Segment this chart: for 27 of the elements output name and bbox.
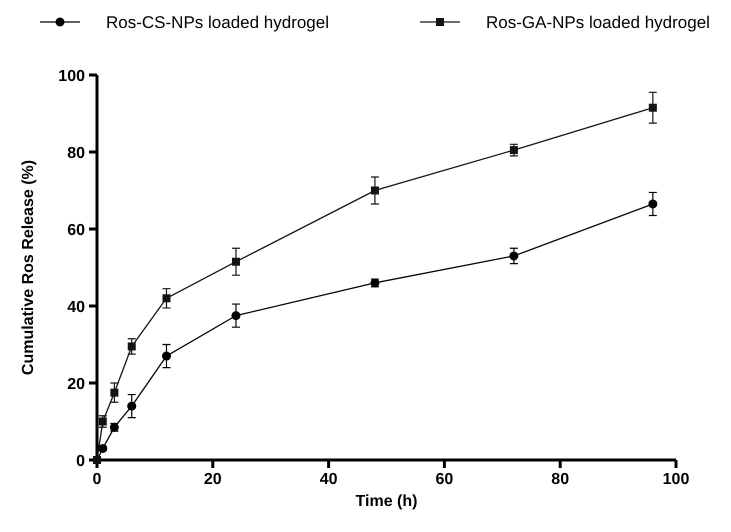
x-tick-label: 0 — [92, 471, 102, 488]
point — [110, 388, 118, 397]
y-tick-label: 40 — [67, 299, 86, 316]
y-tick-label: 20 — [67, 376, 86, 393]
x-axis-title: Time (h) — [356, 493, 418, 510]
point — [127, 402, 136, 411]
point — [648, 199, 658, 208]
y-axis-title: Cumulative Ros Release (%) — [20, 160, 37, 376]
point — [370, 186, 379, 194]
point — [232, 258, 240, 266]
x-tick-label: 60 — [436, 471, 454, 488]
point — [648, 104, 657, 112]
point — [231, 311, 240, 320]
x-tick-label: 20 — [204, 471, 222, 488]
x-tick-label: 40 — [320, 471, 338, 488]
x-tick-label: 80 — [551, 471, 570, 488]
point — [162, 352, 171, 361]
x-tick-label: 100 — [662, 471, 690, 488]
y-tick-label: 60 — [67, 222, 86, 239]
legend-label: Ros-CS-NPs loaded hydrogel — [106, 13, 329, 32]
y-tick-label: 0 — [76, 453, 86, 470]
point — [128, 342, 136, 350]
point — [162, 294, 170, 302]
point — [509, 251, 518, 260]
legend-label: Ros-GA-NPs loaded hydrogel — [486, 13, 710, 32]
y-tick-label: 80 — [67, 145, 86, 162]
y-tick-label: 100 — [58, 68, 86, 85]
